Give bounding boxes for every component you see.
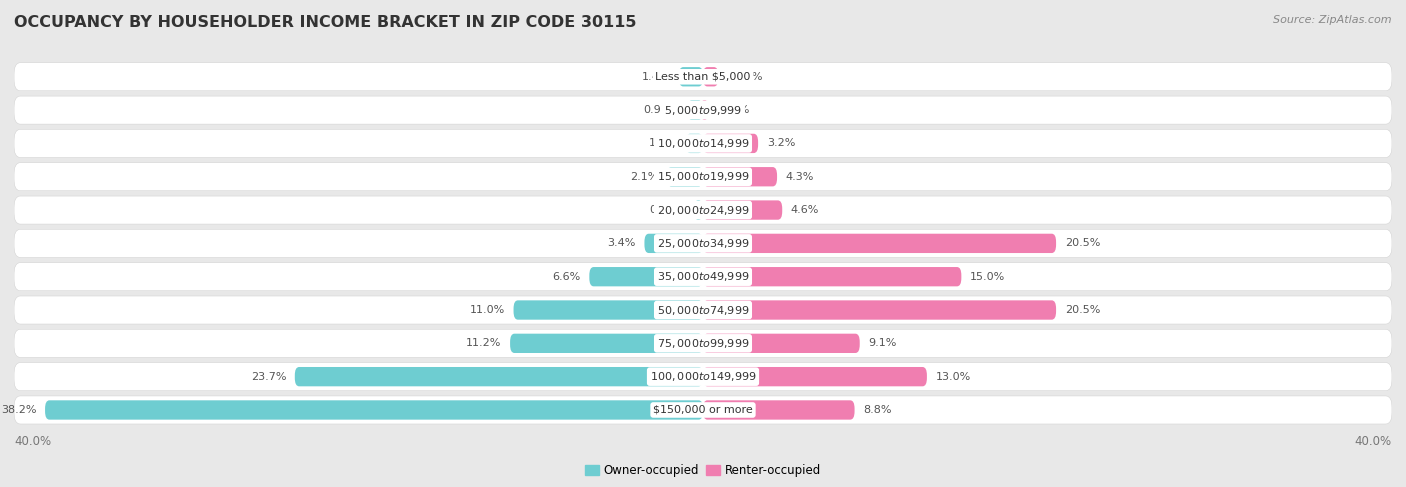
FancyBboxPatch shape — [703, 67, 718, 86]
Text: 6.6%: 6.6% — [553, 272, 581, 281]
Text: $25,000 to $34,999: $25,000 to $34,999 — [657, 237, 749, 250]
FancyBboxPatch shape — [703, 167, 778, 187]
FancyBboxPatch shape — [513, 300, 703, 319]
Text: $35,000 to $49,999: $35,000 to $49,999 — [657, 270, 749, 283]
Text: 8.8%: 8.8% — [863, 405, 891, 415]
Text: 23.7%: 23.7% — [250, 372, 287, 382]
Text: 9.1%: 9.1% — [869, 338, 897, 348]
FancyBboxPatch shape — [703, 400, 855, 420]
FancyBboxPatch shape — [14, 363, 1392, 391]
FancyBboxPatch shape — [295, 367, 703, 386]
FancyBboxPatch shape — [14, 96, 1392, 124]
FancyBboxPatch shape — [703, 300, 1056, 319]
FancyBboxPatch shape — [702, 100, 707, 120]
Text: 1.4%: 1.4% — [643, 72, 671, 82]
Text: 0.91%: 0.91% — [644, 105, 679, 115]
Text: 20.5%: 20.5% — [1064, 238, 1099, 248]
FancyBboxPatch shape — [14, 329, 1392, 357]
FancyBboxPatch shape — [14, 130, 1392, 157]
Text: $20,000 to $24,999: $20,000 to $24,999 — [657, 204, 749, 217]
FancyBboxPatch shape — [14, 196, 1392, 224]
Text: 15.0%: 15.0% — [970, 272, 1005, 281]
Text: 11.0%: 11.0% — [470, 305, 505, 315]
FancyBboxPatch shape — [703, 234, 1056, 253]
FancyBboxPatch shape — [688, 100, 703, 120]
Text: OCCUPANCY BY HOUSEHOLDER INCOME BRACKET IN ZIP CODE 30115: OCCUPANCY BY HOUSEHOLDER INCOME BRACKET … — [14, 15, 637, 30]
Text: 4.6%: 4.6% — [790, 205, 820, 215]
FancyBboxPatch shape — [589, 267, 703, 286]
FancyBboxPatch shape — [679, 67, 703, 86]
Text: 40.0%: 40.0% — [1355, 435, 1392, 448]
FancyBboxPatch shape — [693, 200, 703, 220]
FancyBboxPatch shape — [14, 262, 1392, 291]
FancyBboxPatch shape — [14, 396, 1392, 424]
FancyBboxPatch shape — [703, 134, 758, 153]
Text: 11.2%: 11.2% — [467, 338, 502, 348]
Text: $5,000 to $9,999: $5,000 to $9,999 — [664, 104, 742, 116]
FancyBboxPatch shape — [703, 200, 782, 220]
Legend: Owner-occupied, Renter-occupied: Owner-occupied, Renter-occupied — [579, 459, 827, 482]
FancyBboxPatch shape — [14, 63, 1392, 91]
Text: $100,000 to $149,999: $100,000 to $149,999 — [650, 370, 756, 383]
Text: Source: ZipAtlas.com: Source: ZipAtlas.com — [1274, 15, 1392, 25]
FancyBboxPatch shape — [14, 296, 1392, 324]
Text: 3.4%: 3.4% — [607, 238, 636, 248]
FancyBboxPatch shape — [703, 267, 962, 286]
Text: 0.89%: 0.89% — [727, 72, 762, 82]
Text: 2.1%: 2.1% — [630, 172, 658, 182]
FancyBboxPatch shape — [45, 400, 703, 420]
Text: Less than $5,000: Less than $5,000 — [655, 72, 751, 82]
Text: 40.0%: 40.0% — [14, 435, 51, 448]
Text: 4.3%: 4.3% — [786, 172, 814, 182]
FancyBboxPatch shape — [14, 163, 1392, 191]
FancyBboxPatch shape — [686, 134, 703, 153]
Text: $15,000 to $19,999: $15,000 to $19,999 — [657, 170, 749, 183]
Text: $50,000 to $74,999: $50,000 to $74,999 — [657, 303, 749, 317]
FancyBboxPatch shape — [510, 334, 703, 353]
FancyBboxPatch shape — [703, 334, 859, 353]
Text: $10,000 to $14,999: $10,000 to $14,999 — [657, 137, 749, 150]
Text: 3.2%: 3.2% — [766, 138, 796, 149]
FancyBboxPatch shape — [703, 367, 927, 386]
Text: $75,000 to $99,999: $75,000 to $99,999 — [657, 337, 749, 350]
Text: 0.18%: 0.18% — [714, 105, 749, 115]
Text: 20.5%: 20.5% — [1064, 305, 1099, 315]
FancyBboxPatch shape — [14, 229, 1392, 257]
FancyBboxPatch shape — [644, 234, 703, 253]
Text: 0.54%: 0.54% — [650, 205, 685, 215]
FancyBboxPatch shape — [666, 167, 703, 187]
Text: 1.0%: 1.0% — [650, 138, 678, 149]
Text: $150,000 or more: $150,000 or more — [654, 405, 752, 415]
Text: 38.2%: 38.2% — [1, 405, 37, 415]
Text: 13.0%: 13.0% — [935, 372, 970, 382]
